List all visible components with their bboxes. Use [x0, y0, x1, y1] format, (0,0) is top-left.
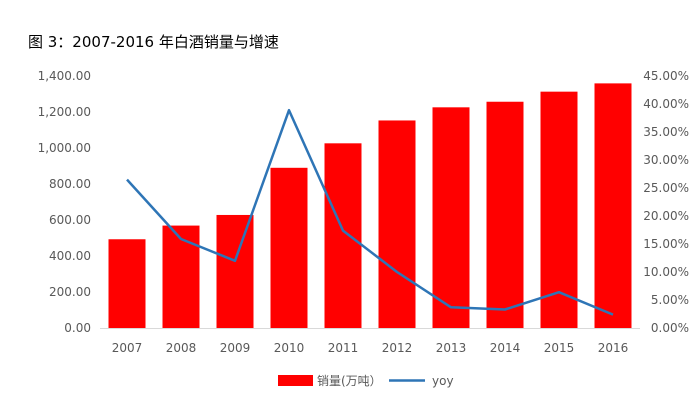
right-tick-label: 35.00%: [643, 125, 689, 139]
left-tick-label: 0.00: [64, 321, 91, 335]
x-tick-label: 2012: [382, 341, 413, 355]
bar: [378, 120, 416, 329]
x-tick-label: 2015: [544, 341, 575, 355]
right-tick-label: 20.00%: [643, 209, 689, 223]
x-tick-label: 2011: [328, 341, 359, 355]
right-tick-label: 40.00%: [643, 97, 689, 111]
left-axis-ticks: 0.00 200.00 400.00 600.00 800.00 1,000.00 1,20…: [38, 69, 91, 335]
bar: [540, 91, 578, 328]
left-tick-label: 400.00: [49, 249, 91, 263]
left-tick-label: 600.00: [49, 213, 91, 227]
left-tick-label: 1,400.00: [38, 69, 91, 83]
legend: 销量(万吨） yoy: [278, 374, 454, 388]
right-tick-label: 30.00%: [643, 153, 689, 167]
bar: [324, 143, 362, 328]
left-tick-label: 1,000.00: [38, 141, 91, 155]
bar: [108, 239, 146, 328]
right-tick-label: 15.00%: [643, 237, 689, 251]
x-tick-label: 2013: [436, 341, 467, 355]
bar: [162, 225, 200, 328]
right-tick-label: 10.00%: [643, 265, 689, 279]
line-series: [126, 108, 614, 316]
right-tick-label: 25.00%: [643, 181, 689, 195]
left-tick-label: 200.00: [49, 285, 91, 299]
right-axis-ticks: 0.00% 5.00% 10.00% 15.00% 20.00% 25.00% 30.00%…: [643, 69, 689, 335]
bar: [594, 83, 632, 328]
legend-swatch-bar: [278, 375, 313, 386]
x-axis-ticks: 2007 2008 2009 2010 2011 2012 2013 2014 2015 2016: [112, 341, 629, 355]
left-tick-label: 800.00: [49, 177, 91, 191]
bar-series: [108, 83, 632, 329]
right-tick-label: 45.00%: [643, 69, 689, 83]
x-tick-label: 2008: [166, 341, 197, 355]
right-tick-label: 5.00%: [651, 293, 689, 307]
legend-label-line: yoy: [432, 374, 454, 388]
yoy-line: [126, 108, 614, 316]
x-tick-label: 2007: [112, 341, 143, 355]
x-tick-label: 2014: [490, 341, 521, 355]
bar: [486, 101, 524, 329]
x-tick-label: 2009: [220, 341, 251, 355]
bar: [216, 214, 254, 328]
left-tick-label: 1,200.00: [38, 105, 91, 119]
chart-title: 图 3：2007-2016 年白酒销量与增速: [28, 33, 279, 51]
x-tick-label: 2010: [274, 341, 305, 355]
x-tick-label: 2016: [598, 341, 629, 355]
right-tick-label: 0.00%: [651, 321, 689, 335]
legend-label-bar: 销量(万吨）: [317, 374, 382, 388]
bar: [432, 107, 470, 328]
bar: [270, 167, 308, 328]
